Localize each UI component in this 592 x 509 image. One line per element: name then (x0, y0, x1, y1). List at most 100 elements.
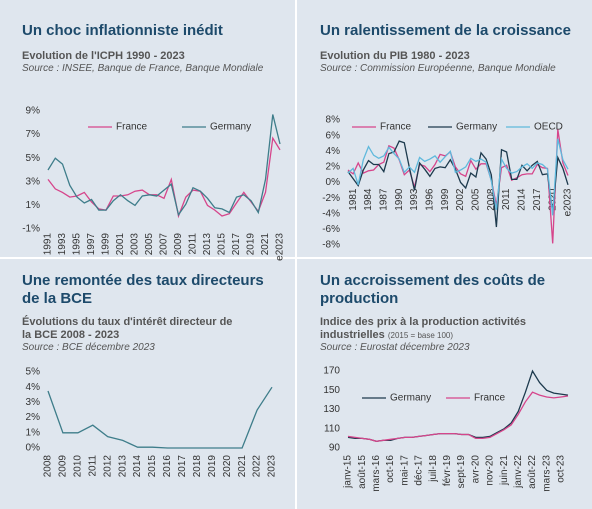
x-tick-label: 1993 (57, 233, 68, 256)
x-tick-label: 1981 (348, 188, 359, 211)
y-tick-label: 4% (26, 382, 41, 393)
panel: Un ralentissement de la croissance Evolu… (320, 22, 580, 75)
y-tick-label: -2% (322, 193, 340, 204)
x-tick-label: 2021 (260, 233, 271, 256)
x-tick-label: 2010 (73, 455, 84, 478)
y-tick-label: 0% (326, 177, 341, 188)
x-tick-label: 2005 (471, 188, 482, 211)
title: Une remontée des taux directeurs de la B… (22, 272, 264, 307)
x-tick-label: 2019 (246, 233, 257, 256)
x-tick-label: 1987 (378, 188, 389, 211)
x-tick-label: e2023 (275, 233, 286, 261)
x-tick-label: 2008 (486, 188, 497, 211)
y-tick-label: 150 (323, 385, 340, 396)
x-tick-label: 2015 (217, 233, 228, 256)
x-tick-label: oct-23 (556, 455, 567, 483)
y-tick-label: 1% (26, 427, 41, 438)
series-line (347, 369, 569, 442)
x-tick-label: 2005 (144, 233, 155, 256)
x-tick-label: 2011 (87, 455, 98, 477)
panel: Un choc inflationniste inédit Evolution … (22, 22, 282, 75)
x-tick-label: 1991 (43, 233, 54, 256)
y-tick-label: 3% (26, 176, 41, 187)
legend-label: Germany (210, 122, 251, 133)
legend-label: Germany (456, 122, 497, 133)
x-tick-label: 2009 (173, 233, 184, 256)
x-tick-label: 1999 (440, 188, 451, 211)
x-tick-label: déc-17 (414, 455, 425, 486)
y-tick-label: 6% (326, 130, 341, 141)
x-tick-label: 2013 (202, 233, 213, 256)
x-tick-label: 2007 (159, 233, 170, 256)
series-line (347, 140, 569, 228)
y-tick-label: 9% (26, 106, 41, 117)
x-tick-label: févr-19 (442, 455, 453, 487)
x-tick-label: 2011 (188, 233, 199, 255)
title: Un ralentissement de la croissance (320, 22, 571, 39)
subtitle: Evolution du PIB 1980 - 2023 (320, 50, 470, 62)
legend-label: France (474, 393, 506, 404)
legend-label: France (380, 122, 412, 133)
y-tick-label: 170 (323, 366, 340, 377)
x-tick-label: 1999 (101, 233, 112, 256)
title: Un accroissement des coûts de production (320, 272, 546, 307)
series-line (347, 129, 569, 244)
y-tick-label: -6% (322, 224, 340, 235)
x-tick-label: e2023 (563, 188, 574, 216)
subtitle-text: Indice des prix à la production activité… (320, 316, 527, 341)
x-tick-label: janv-22 (513, 455, 524, 489)
x-tick-label: 1990 (394, 188, 405, 211)
x-tick-label: 2017 (177, 455, 188, 478)
x-tick-label: nov-20 (485, 455, 496, 486)
x-tick-label: 2020 (547, 188, 558, 211)
panel: Un accroissement des coûts de production… (320, 272, 570, 354)
x-tick-label: 2012 (102, 455, 113, 478)
legend-label: Germany (390, 393, 431, 404)
x-tick-label: 2020 (222, 455, 233, 478)
x-tick-label: 2017 (532, 188, 543, 211)
x-tick-label: 2022 (252, 455, 263, 478)
x-tick-label: 1997 (86, 233, 97, 256)
y-tick-label: -1% (22, 224, 40, 235)
x-tick-label: 2002 (455, 188, 466, 211)
x-tick-label: 2008 (43, 455, 54, 478)
series-line (47, 386, 273, 449)
panel: Une remontée des taux directeurs de la B… (22, 272, 272, 354)
y-tick-label: 8% (326, 115, 341, 126)
legend-label: OECD (534, 122, 563, 133)
y-tick-label: 130 (323, 404, 340, 415)
series-line (47, 114, 281, 217)
x-tick-label: 2011 (501, 188, 512, 210)
y-tick-label: -4% (322, 208, 340, 219)
y-tick-label: 4% (326, 146, 341, 157)
subtitle: Indice des prix à la production activité… (320, 316, 570, 342)
source: Source : Eurostat décembre 2023 (320, 342, 470, 353)
y-tick-label: 7% (26, 129, 41, 140)
x-tick-label: sept-19 (456, 455, 467, 489)
x-tick-label: 2018 (192, 455, 203, 478)
x-tick-label: oct-16 (385, 455, 396, 483)
x-tick-label: janv-15 (343, 455, 354, 489)
title: Un choc inflationniste inédit (22, 22, 223, 39)
subtitle-note: (2015 = base 100) (387, 331, 454, 340)
x-tick-label: 2016 (162, 455, 173, 478)
y-tick-label: -8% (322, 240, 340, 251)
x-tick-label: avr-20 (470, 455, 481, 484)
series-line (347, 138, 569, 216)
x-tick-label: août-22 (527, 455, 538, 489)
x-tick-label: 2015 (147, 455, 158, 478)
y-tick-label: 5% (26, 367, 41, 378)
x-tick-label: 2001 (115, 233, 126, 256)
y-tick-label: 110 (324, 423, 340, 434)
y-tick-label: 2% (26, 412, 41, 423)
x-tick-label: 1995 (72, 233, 83, 256)
x-tick-label: 1984 (363, 188, 374, 211)
y-tick-label: 2% (326, 162, 341, 173)
x-tick-label: 2014 (132, 455, 143, 478)
series-line (47, 136, 281, 219)
x-tick-label: juil-18 (428, 455, 439, 483)
x-tick-label: 2017 (231, 233, 242, 256)
source: Source : Commission Européenne, Banque M… (320, 63, 556, 74)
